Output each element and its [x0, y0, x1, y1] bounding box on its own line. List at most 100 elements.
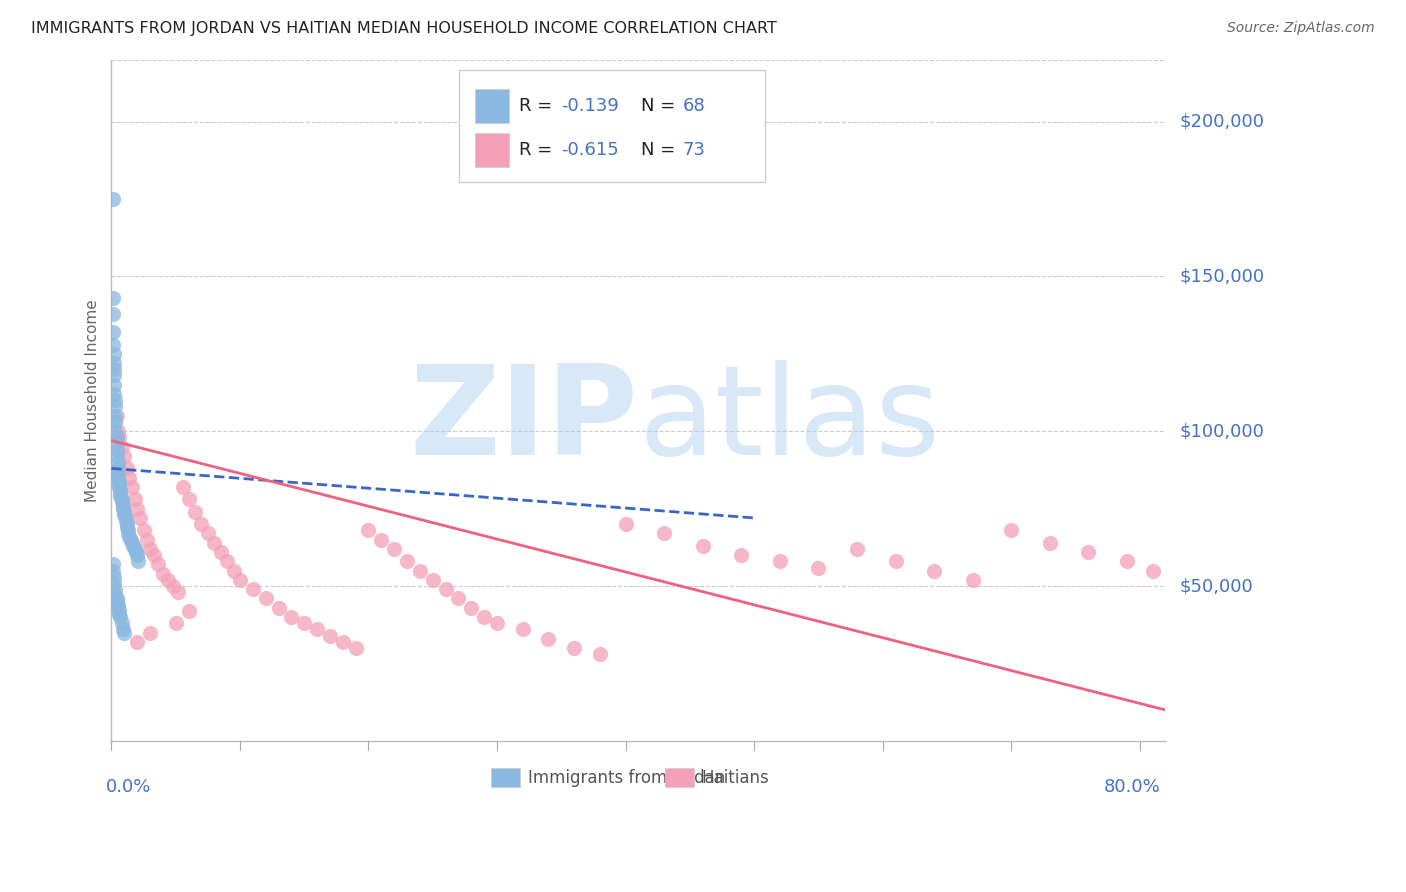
- Point: [139, 541, 162, 556]
- Point: [132, 524, 155, 538]
- Point: [111, 616, 134, 631]
- Point: [512, 623, 534, 637]
- Point: [103, 387, 125, 401]
- Point: [409, 564, 432, 578]
- Point: [105, 442, 128, 457]
- Point: [165, 616, 187, 631]
- Point: [103, 576, 125, 591]
- Point: [562, 640, 585, 655]
- Point: [1077, 545, 1099, 559]
- Point: [104, 588, 127, 602]
- Point: [242, 582, 264, 597]
- Text: Haitians: Haitians: [702, 769, 769, 787]
- Point: [114, 514, 136, 528]
- Point: [692, 539, 714, 553]
- Bar: [475, 133, 509, 167]
- Point: [108, 604, 131, 618]
- Point: [472, 610, 495, 624]
- Bar: [475, 89, 509, 123]
- Point: [229, 573, 252, 587]
- Point: [101, 337, 124, 351]
- Point: [460, 600, 482, 615]
- Point: [105, 409, 128, 423]
- Point: [103, 347, 125, 361]
- Point: [1115, 554, 1137, 568]
- Point: [280, 610, 302, 624]
- Bar: [491, 768, 520, 788]
- Text: $50,000: $50,000: [1180, 577, 1253, 595]
- Point: [104, 415, 127, 429]
- Point: [111, 501, 134, 516]
- Point: [382, 541, 405, 556]
- Point: [105, 430, 128, 444]
- Point: [127, 635, 149, 649]
- Point: [127, 501, 149, 516]
- Text: N =: N =: [641, 141, 681, 159]
- Text: R =: R =: [519, 97, 558, 115]
- Text: 0.0%: 0.0%: [105, 779, 152, 797]
- Point: [103, 368, 125, 383]
- Point: [107, 461, 129, 475]
- Point: [110, 489, 132, 503]
- Point: [652, 526, 675, 541]
- Point: [111, 492, 134, 507]
- Point: [962, 573, 984, 587]
- Point: [108, 476, 131, 491]
- Point: [167, 585, 190, 599]
- Text: R =: R =: [519, 141, 558, 159]
- Point: [103, 570, 125, 584]
- Point: [112, 505, 135, 519]
- Point: [142, 548, 165, 562]
- Point: [110, 610, 132, 624]
- Point: [177, 604, 200, 618]
- Point: [254, 591, 277, 606]
- Point: [136, 533, 159, 547]
- Y-axis label: Median Household Income: Median Household Income: [86, 299, 100, 501]
- Point: [307, 623, 329, 637]
- Point: [884, 554, 907, 568]
- Point: [107, 465, 129, 479]
- Point: [107, 424, 129, 438]
- Point: [434, 582, 457, 597]
- Point: [589, 647, 612, 661]
- Text: IMMIGRANTS FROM JORDAN VS HAITIAN MEDIAN HOUSEHOLD INCOME CORRELATION CHART: IMMIGRANTS FROM JORDAN VS HAITIAN MEDIAN…: [31, 21, 776, 37]
- Point: [118, 530, 141, 544]
- Text: 73: 73: [683, 141, 706, 159]
- Point: [197, 526, 219, 541]
- Point: [127, 548, 149, 562]
- Point: [115, 517, 138, 532]
- Point: [112, 449, 135, 463]
- Point: [101, 307, 124, 321]
- Point: [122, 539, 145, 553]
- Text: 68: 68: [683, 97, 706, 115]
- Point: [730, 548, 752, 562]
- Point: [807, 560, 830, 574]
- Point: [104, 424, 127, 438]
- Text: -0.139: -0.139: [561, 97, 620, 115]
- Point: [108, 430, 131, 444]
- Point: [1000, 524, 1022, 538]
- Point: [125, 545, 148, 559]
- Point: [103, 377, 125, 392]
- Point: [156, 573, 179, 587]
- Point: [103, 356, 125, 370]
- Point: [121, 480, 143, 494]
- Point: [104, 393, 127, 408]
- Text: $200,000: $200,000: [1180, 112, 1264, 130]
- Point: [127, 554, 149, 568]
- Point: [104, 409, 127, 423]
- Point: [370, 533, 392, 547]
- Point: [108, 474, 131, 488]
- Point: [105, 591, 128, 606]
- Point: [117, 524, 139, 538]
- Point: [112, 508, 135, 522]
- Point: [110, 483, 132, 497]
- Point: [332, 635, 354, 649]
- Point: [124, 541, 146, 556]
- Point: [108, 480, 131, 494]
- Point: [101, 291, 124, 305]
- Point: [107, 471, 129, 485]
- Point: [769, 554, 792, 568]
- Point: [190, 517, 212, 532]
- Point: [319, 629, 342, 643]
